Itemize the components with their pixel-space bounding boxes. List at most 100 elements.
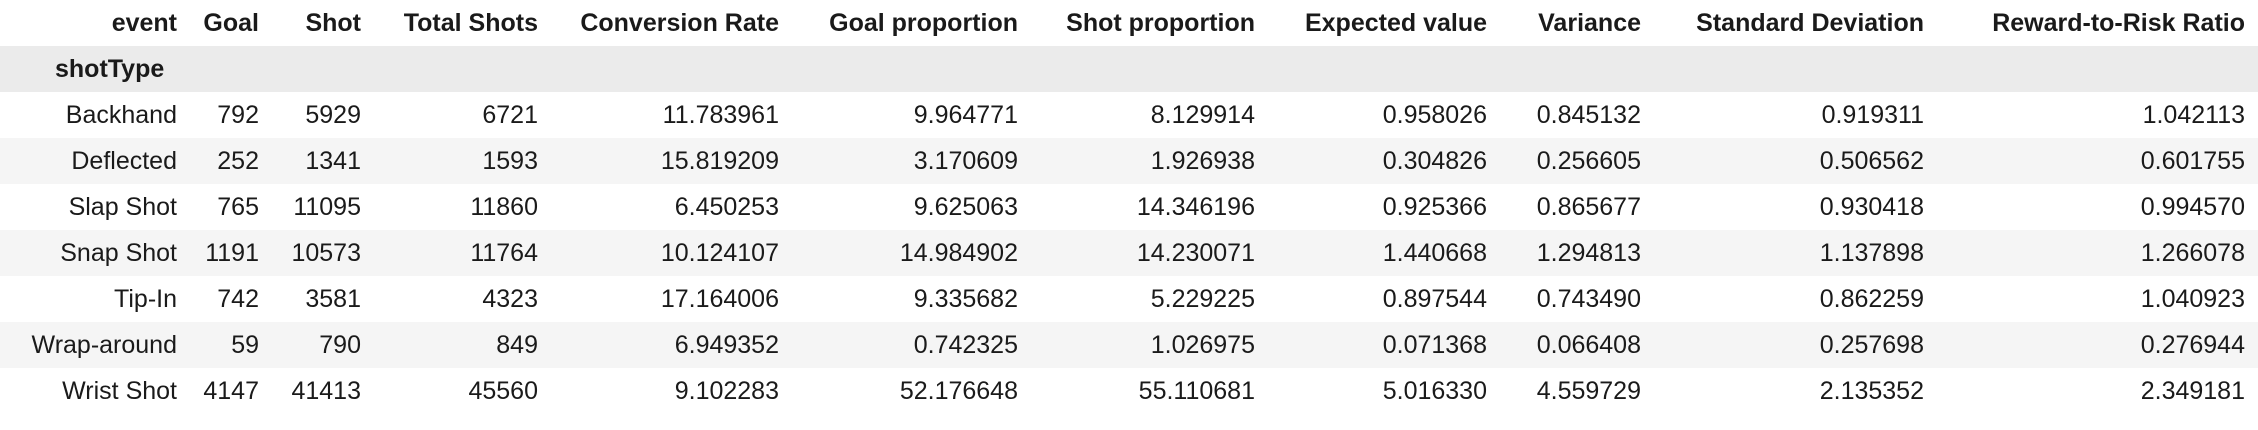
table-cell: 849 xyxy=(376,322,553,368)
table-cell: 765 xyxy=(192,184,274,230)
table-cell: 9.964771 xyxy=(794,92,1033,138)
table-cell: 3.170609 xyxy=(794,138,1033,184)
table-cell: 1.026975 xyxy=(1033,322,1270,368)
column-header: Goal proportion xyxy=(829,8,1018,37)
column-header: Shot xyxy=(305,8,361,37)
table-cell: 0.845132 xyxy=(1502,92,1656,138)
dataframe-table: event Goal Shot Total Shots Conversion R… xyxy=(0,0,2258,414)
table-cell: 11764 xyxy=(376,230,553,276)
table-cell: 0.958026 xyxy=(1270,92,1502,138)
table-cell: 59 xyxy=(192,322,274,368)
table-cell: 0.066408 xyxy=(1502,322,1656,368)
table-cell: 792 xyxy=(192,92,274,138)
column-header: Goal xyxy=(203,8,259,37)
column-header: Expected value xyxy=(1304,8,1487,37)
table-cell: 0.925366 xyxy=(1270,184,1502,230)
row-index-label: Wrap-around xyxy=(0,322,192,368)
table-cell: 11.783961 xyxy=(553,92,794,138)
table-cell: 15.819209 xyxy=(553,138,794,184)
table-cell: 4323 xyxy=(376,276,553,322)
table-cell: 4.559729 xyxy=(1502,368,1656,414)
table-row: Backhand 792 5929 6721 11.783961 9.964771 8.12… xyxy=(0,92,2258,138)
table-cell: 6.450253 xyxy=(553,184,794,230)
table-cell: 6.949352 xyxy=(553,322,794,368)
row-index-label: Wrist Shot xyxy=(0,368,192,414)
table-cell: 52.176648 xyxy=(794,368,1033,414)
table-cell: 0.506562 xyxy=(1656,138,1939,184)
column-header: Shot proportion xyxy=(1066,8,1255,37)
table-cell: 1341 xyxy=(274,138,376,184)
table-cell: 14.984902 xyxy=(794,230,1033,276)
table-cell: 742 xyxy=(192,276,274,322)
table-cell: 4147 xyxy=(192,368,274,414)
table-cell: 0.930418 xyxy=(1656,184,1939,230)
row-index-label: Snap Shot xyxy=(0,230,192,276)
columns-name-header: event xyxy=(111,8,177,37)
table-cell: 2.135352 xyxy=(1656,368,1939,414)
table-cell: 10.124107 xyxy=(553,230,794,276)
table-cell: 0.257698 xyxy=(1656,322,1939,368)
table-body: Backhand 792 5929 6721 11.783961 9.964771 8.12… xyxy=(0,92,2258,414)
table-cell: 0.743490 xyxy=(1502,276,1656,322)
table-cell: 1.294813 xyxy=(1502,230,1656,276)
table-row: Deflected 252 1341 1593 15.819209 3.170609 1.9… xyxy=(0,138,2258,184)
table-cell: 1593 xyxy=(376,138,553,184)
table-cell: 1.137898 xyxy=(1656,230,1939,276)
column-header: Reward-to-Risk Ratio xyxy=(1992,8,2245,37)
table-cell: 10573 xyxy=(274,230,376,276)
table-cell: 0.276944 xyxy=(1939,322,2258,368)
table-cell: 0.919311 xyxy=(1656,92,1939,138)
table-cell: 0.865677 xyxy=(1502,184,1656,230)
table-row: Wrap-around 59 790 849 6.949352 0.742325 1.026… xyxy=(0,322,2258,368)
table-cell: 0.862259 xyxy=(1656,276,1939,322)
table-row: Snap Shot 1191 10573 11764 10.124107 14.98490… xyxy=(0,230,2258,276)
table-cell: 1.040923 xyxy=(1939,276,2258,322)
table-cell: 0.256605 xyxy=(1502,138,1656,184)
table-cell: 0.304826 xyxy=(1270,138,1502,184)
table-cell: 41413 xyxy=(274,368,376,414)
table-cell: 14.230071 xyxy=(1033,230,1270,276)
table-cell: 0.897544 xyxy=(1270,276,1502,322)
index-name-row: shotType xyxy=(0,46,2258,92)
table-row: Slap Shot 765 11095 11860 6.450253 9.625063 14… xyxy=(0,184,2258,230)
column-header: Standard Deviation xyxy=(1696,8,1924,37)
column-header: Variance xyxy=(1538,8,1641,37)
table-row: Wrist Shot 4147 41413 45560 9.102283 52.17664… xyxy=(0,368,2258,414)
row-index-label: Backhand xyxy=(0,92,192,138)
table-cell: 1.440668 xyxy=(1270,230,1502,276)
table-cell: 9.335682 xyxy=(794,276,1033,322)
table-cell: 45560 xyxy=(376,368,553,414)
column-header: Total Shots xyxy=(403,8,538,37)
row-index-label: Slap Shot xyxy=(0,184,192,230)
table-cell: 8.129914 xyxy=(1033,92,1270,138)
table-cell: 2.349181 xyxy=(1939,368,2258,414)
table-cell: 1.266078 xyxy=(1939,230,2258,276)
row-index-label: Deflected xyxy=(0,138,192,184)
table-cell: 0.071368 xyxy=(1270,322,1502,368)
table-cell: 1.042113 xyxy=(1939,92,2258,138)
table-cell: 14.346196 xyxy=(1033,184,1270,230)
table-cell: 9.102283 xyxy=(553,368,794,414)
table-cell: 6721 xyxy=(376,92,553,138)
table-cell: 0.601755 xyxy=(1939,138,2258,184)
table-cell: 0.994570 xyxy=(1939,184,2258,230)
column-header: Conversion Rate xyxy=(580,8,779,37)
table-cell: 790 xyxy=(274,322,376,368)
table-cell: 252 xyxy=(192,138,274,184)
index-name-header: shotType xyxy=(0,46,192,92)
table-cell: 55.110681 xyxy=(1033,368,1270,414)
table-cell: 3581 xyxy=(274,276,376,322)
row-index-label: Tip-In xyxy=(0,276,192,322)
table-cell: 9.625063 xyxy=(794,184,1033,230)
table-cell: 5929 xyxy=(274,92,376,138)
table-row: Tip-In 742 3581 4323 17.164006 9.335682 5.2292… xyxy=(0,276,2258,322)
table-cell: 1191 xyxy=(192,230,274,276)
table-cell: 5.229225 xyxy=(1033,276,1270,322)
table-cell: 0.742325 xyxy=(794,322,1033,368)
table-cell: 1.926938 xyxy=(1033,138,1270,184)
table-cell: 17.164006 xyxy=(553,276,794,322)
table-cell: 11860 xyxy=(376,184,553,230)
table-cell: 5.016330 xyxy=(1270,368,1502,414)
column-header-row: event Goal Shot Total Shots Conversion R… xyxy=(0,0,2258,46)
table-cell: 11095 xyxy=(274,184,376,230)
